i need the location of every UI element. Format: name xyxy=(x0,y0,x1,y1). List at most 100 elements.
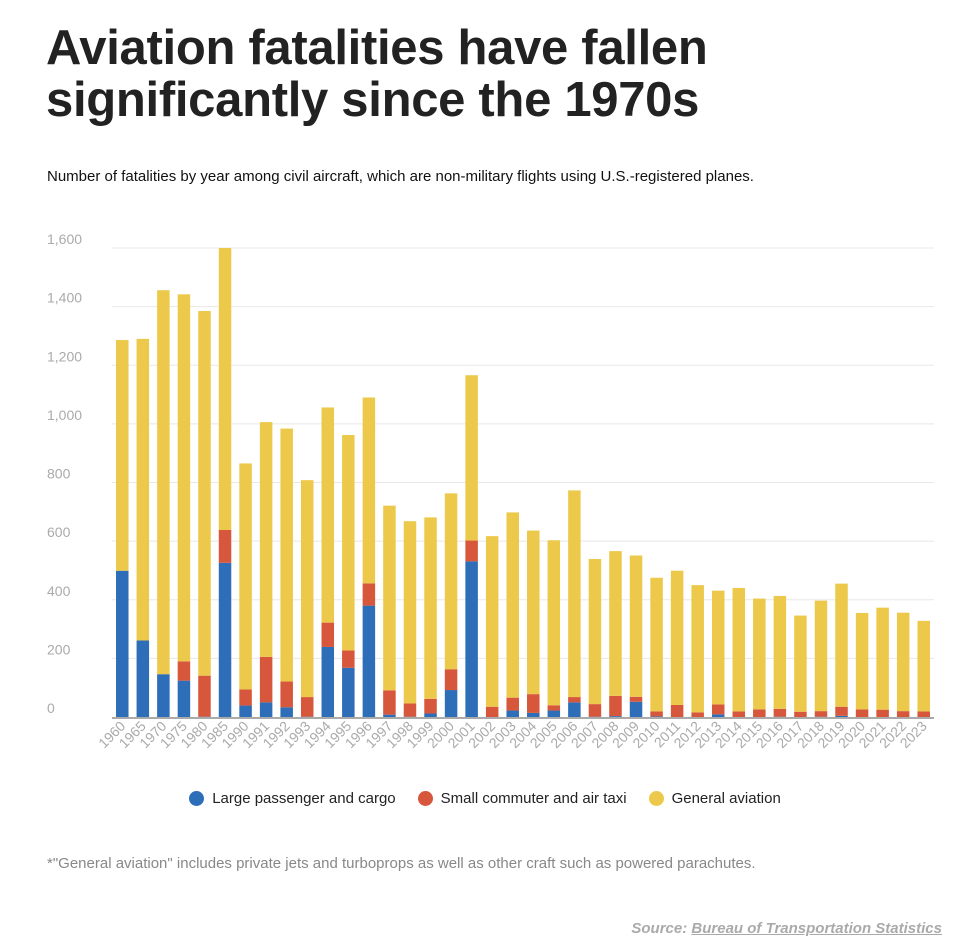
bar-segment-small xyxy=(773,708,787,717)
bar-segment-large xyxy=(444,690,458,717)
legend-swatch-small xyxy=(417,791,433,806)
bar-segment-small xyxy=(732,711,746,717)
bar-segment-general xyxy=(814,600,828,712)
bar-segment-small xyxy=(629,696,643,702)
legend-label-large: Large passenger and cargo xyxy=(212,790,396,807)
bar-segment-general xyxy=(300,480,314,698)
bar-segment-small xyxy=(403,703,417,717)
legend-swatch-general xyxy=(648,791,664,806)
bar-segment-small xyxy=(198,675,211,717)
legend-item-large[interactable]: Large passenger and cargo xyxy=(189,790,396,807)
bar-segment-small xyxy=(485,706,499,717)
bar-segment-small xyxy=(259,656,273,703)
bar-segment-general xyxy=(403,521,417,704)
bar-segment-general xyxy=(424,517,437,699)
bar-segment-large xyxy=(568,702,581,717)
bar-segment-large xyxy=(650,716,663,717)
bar-segment-general xyxy=(650,577,663,712)
bar-segment-small xyxy=(239,689,252,706)
bar-segment-small xyxy=(794,711,807,717)
bar-segment-general xyxy=(588,559,602,705)
legend-item-general[interactable]: General aviation xyxy=(648,790,781,807)
bar-segment-small xyxy=(383,690,396,715)
bar-segment-small xyxy=(342,650,355,668)
title-line-1: Aviation fatalities have fallen xyxy=(46,21,708,75)
bar-segment-general xyxy=(383,505,396,691)
bar-segment-large xyxy=(321,646,335,717)
bar-segment-small xyxy=(177,661,191,681)
bar-segment-small xyxy=(506,697,519,711)
source-link[interactable]: Bureau of Transportation Statistics xyxy=(691,920,942,937)
bar-segment-small xyxy=(814,711,828,717)
bar-segment-small xyxy=(609,695,622,717)
bar-segment-large xyxy=(259,702,273,717)
bar-segment-small xyxy=(835,706,848,716)
y-tick-label: 1,600 xyxy=(47,231,82,247)
bar-segment-general xyxy=(321,407,335,623)
y-tick-label: 200 xyxy=(47,641,71,657)
bar-segment-large xyxy=(424,713,437,717)
legend-swatch-large xyxy=(189,791,205,806)
bar-segment-general xyxy=(362,397,376,584)
bar-segment-large xyxy=(177,680,191,717)
bar-segment-general xyxy=(239,463,252,690)
bar-segment-general xyxy=(465,375,478,541)
bar-segment-general xyxy=(342,435,355,651)
bar-segment-large xyxy=(547,710,561,717)
bar-segment-general xyxy=(794,615,807,712)
bar-segment-large xyxy=(383,714,396,717)
legend-label-small: Small commuter and air taxi xyxy=(440,790,627,807)
bar-segment-large xyxy=(465,561,478,717)
bar-segment-general xyxy=(773,595,787,709)
bar-segment-general xyxy=(136,338,150,641)
bar-segment-large xyxy=(342,667,355,717)
bar-segment-general xyxy=(157,290,170,675)
footnote: *"General aviation" includes private jet… xyxy=(47,855,756,872)
bar-segment-small xyxy=(588,704,602,717)
bar-segment-small xyxy=(424,698,437,714)
bar-segment-general xyxy=(732,588,746,712)
bar-segment-small xyxy=(300,697,314,717)
bar-segment-small xyxy=(917,711,930,717)
bar-segment-small xyxy=(568,697,581,703)
bar-segment-general xyxy=(711,590,725,705)
bar-segment-general xyxy=(670,570,684,705)
bar-segment-general xyxy=(444,493,458,670)
bar-segment-general xyxy=(691,585,704,713)
bar-segment-general xyxy=(280,428,293,682)
bar-segment-general xyxy=(259,422,273,657)
legend-label-general: General aviation xyxy=(671,790,781,807)
bar-segment-general xyxy=(116,340,129,571)
bar-segment-general xyxy=(218,248,232,530)
bar-segment-large xyxy=(362,605,376,717)
bar-segment-small xyxy=(465,540,478,562)
bar-segment-large xyxy=(835,715,848,717)
bar-segment-small xyxy=(711,704,725,715)
bar-segment-small xyxy=(362,583,376,606)
bar-segment-large xyxy=(506,710,519,717)
bar-segment-general xyxy=(896,612,910,712)
stacked-bar-chart: 02004006008001,0001,2001,4001,6001960196… xyxy=(47,231,934,751)
bar-segment-small xyxy=(855,709,869,717)
bar-segment-small xyxy=(896,711,910,717)
y-tick-label: 1,200 xyxy=(47,348,82,364)
bar-segment-large xyxy=(116,570,129,717)
legend-item-small[interactable]: Small commuter and air taxi xyxy=(417,790,627,807)
bar-segment-small xyxy=(444,669,458,691)
bar-segment-small xyxy=(876,709,889,717)
bar-segment-large xyxy=(527,712,540,717)
bar-segment-general xyxy=(527,530,540,695)
bar-segment-small xyxy=(650,711,663,717)
bar-segment-general xyxy=(547,540,561,706)
bar-segment-general xyxy=(855,612,869,710)
source-credit: Source: Bureau of Transportation Statist… xyxy=(631,920,942,937)
bar-segment-general xyxy=(917,620,930,712)
bar-segment-general xyxy=(198,311,211,676)
bar-segment-large xyxy=(218,562,232,717)
bar-segment-general xyxy=(485,536,499,707)
y-tick-label: 800 xyxy=(47,466,71,482)
bar-segment-general xyxy=(568,490,581,698)
y-tick-label: 400 xyxy=(47,583,71,599)
bar-segment-general xyxy=(753,598,766,710)
chart-subtitle: Number of fatalities by year among civil… xyxy=(47,168,754,185)
